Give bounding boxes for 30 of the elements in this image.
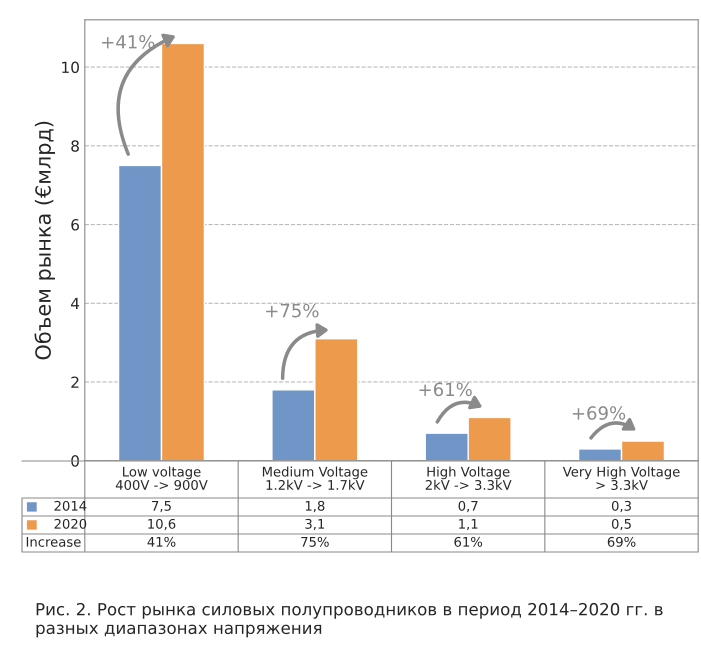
annotation: +61% (419, 382, 472, 396)
text: 69% (608, 536, 636, 547)
annotation: +69% (572, 406, 626, 420)
y-tick-label: 6 (71, 218, 79, 231)
y-tick-label: 4 (70, 298, 80, 310)
annotation: +75% (266, 304, 318, 318)
x-tick-label: Low voltage 400V -> 900V (116, 466, 208, 490)
y-tick-label: 8 (71, 140, 79, 152)
y-axis-title: Объем рынка (€млрд) (34, 122, 55, 360)
data-label: 0,5 (612, 518, 631, 530)
y-tick-label: 10 (62, 62, 79, 74)
data-label: 0,3 (612, 500, 631, 512)
x-tick-label: High Voltage 2kV -> 3.3kV (426, 466, 512, 490)
text: Рис. 2. Рост рынка силовых полупроводников в период 2014–2020 гг. в разных диапазонах напряжения (36, 602, 663, 638)
data-label: 1,1 (459, 519, 478, 530)
data-label: 7,5 (152, 501, 171, 512)
data-label: 0,7 (458, 500, 478, 512)
legend-label: 2014 (54, 500, 86, 511)
data-label: 10,6 (148, 518, 176, 530)
text: 41% (147, 536, 176, 547)
text: 75% (301, 536, 329, 547)
y-tick-label: 2 (71, 376, 78, 388)
annotation: +41% (102, 35, 154, 49)
text: Increase (26, 537, 81, 547)
x-tick-label: Medium Voltage 1.2kV -> 1.7kV (262, 466, 368, 490)
text: 61% (454, 536, 482, 547)
data-label: 1,8 (306, 500, 324, 512)
legend-label: 2020 (54, 518, 86, 529)
x-tick-label: Very High Voltage > 3.3kV (562, 466, 680, 490)
data-label: 3,1 (305, 518, 324, 530)
